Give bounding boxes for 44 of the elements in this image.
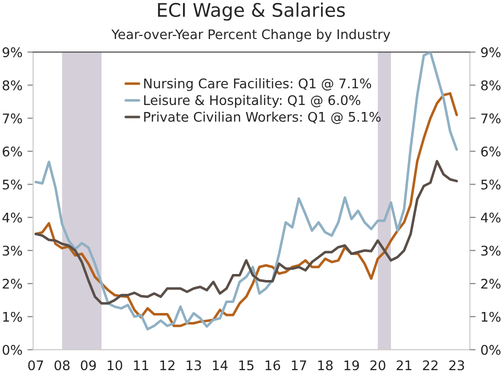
x-tick-label: 13 — [186, 360, 201, 370]
legend-label: Leisure & Hospitality: Q1 @ 6.0% — [144, 94, 360, 108]
y2-tick-label: 5% — [481, 180, 500, 190]
y2-tick-label: 8% — [481, 80, 500, 90]
x-tick-label: 18 — [318, 360, 333, 370]
y-tick-label: 2% — [2, 278, 22, 289]
legend-label: Private Civilian Workers: Q1 @ 5.1% — [144, 112, 381, 124]
line-series — [34, 160, 458, 305]
x-tick-label: 11 — [134, 360, 148, 370]
y2-tick-label: 2% — [481, 278, 500, 289]
y2-tick-label: 7% — [481, 113, 500, 124]
y-tick-label: 3% — [2, 246, 22, 256]
y-tick-label: 6% — [2, 146, 22, 156]
y2-tick-label: 4% — [480, 212, 500, 223]
y2-tick-label: 1% — [482, 312, 500, 322]
x-tick-label: 09 — [80, 360, 96, 370]
x-tick-label: 16 — [266, 360, 280, 370]
x-tick-label: 10 — [108, 360, 122, 370]
chart-subtitle: Year-over-Year Percent Change by Industry — [111, 29, 390, 42]
x-tick-label: 21 — [396, 360, 412, 370]
line-series — [34, 52, 458, 330]
x-tick-label: 15 — [239, 360, 254, 370]
y2-tick-label: 9% — [481, 47, 500, 58]
y-tick-label: 0% — [2, 344, 22, 355]
y-tick-label: 5% — [2, 180, 22, 190]
y2-tick-label: 0% — [481, 344, 500, 355]
x-tick-label: 20 — [370, 360, 386, 370]
y2-tick-label: 6% — [481, 146, 500, 156]
y-tick-label: 8% — [2, 80, 22, 90]
legend-label: Nursing Care Facilities: Q1 @ 7.1% — [144, 78, 372, 91]
y2-tick-label: 3% — [481, 246, 500, 256]
x-tick-label: 14 — [212, 360, 228, 370]
y-tick-label: 9% — [2, 47, 22, 58]
y-tick-label: 4% — [2, 212, 22, 223]
x-tick-label: 22 — [422, 360, 438, 370]
x-tick-label: 08 — [54, 360, 70, 370]
x-tick-label: 07 — [28, 360, 44, 370]
x-tick-label: 19 — [344, 360, 359, 370]
x-tick-label: 12 — [160, 360, 174, 370]
y-tick-label: 1% — [3, 312, 22, 322]
chart-title: ECI Wage & Salaries — [158, 2, 345, 21]
x-tick-label: 23 — [449, 360, 464, 370]
y-tick-label: 7% — [2, 113, 22, 124]
x-tick-label: 17 — [292, 360, 306, 370]
